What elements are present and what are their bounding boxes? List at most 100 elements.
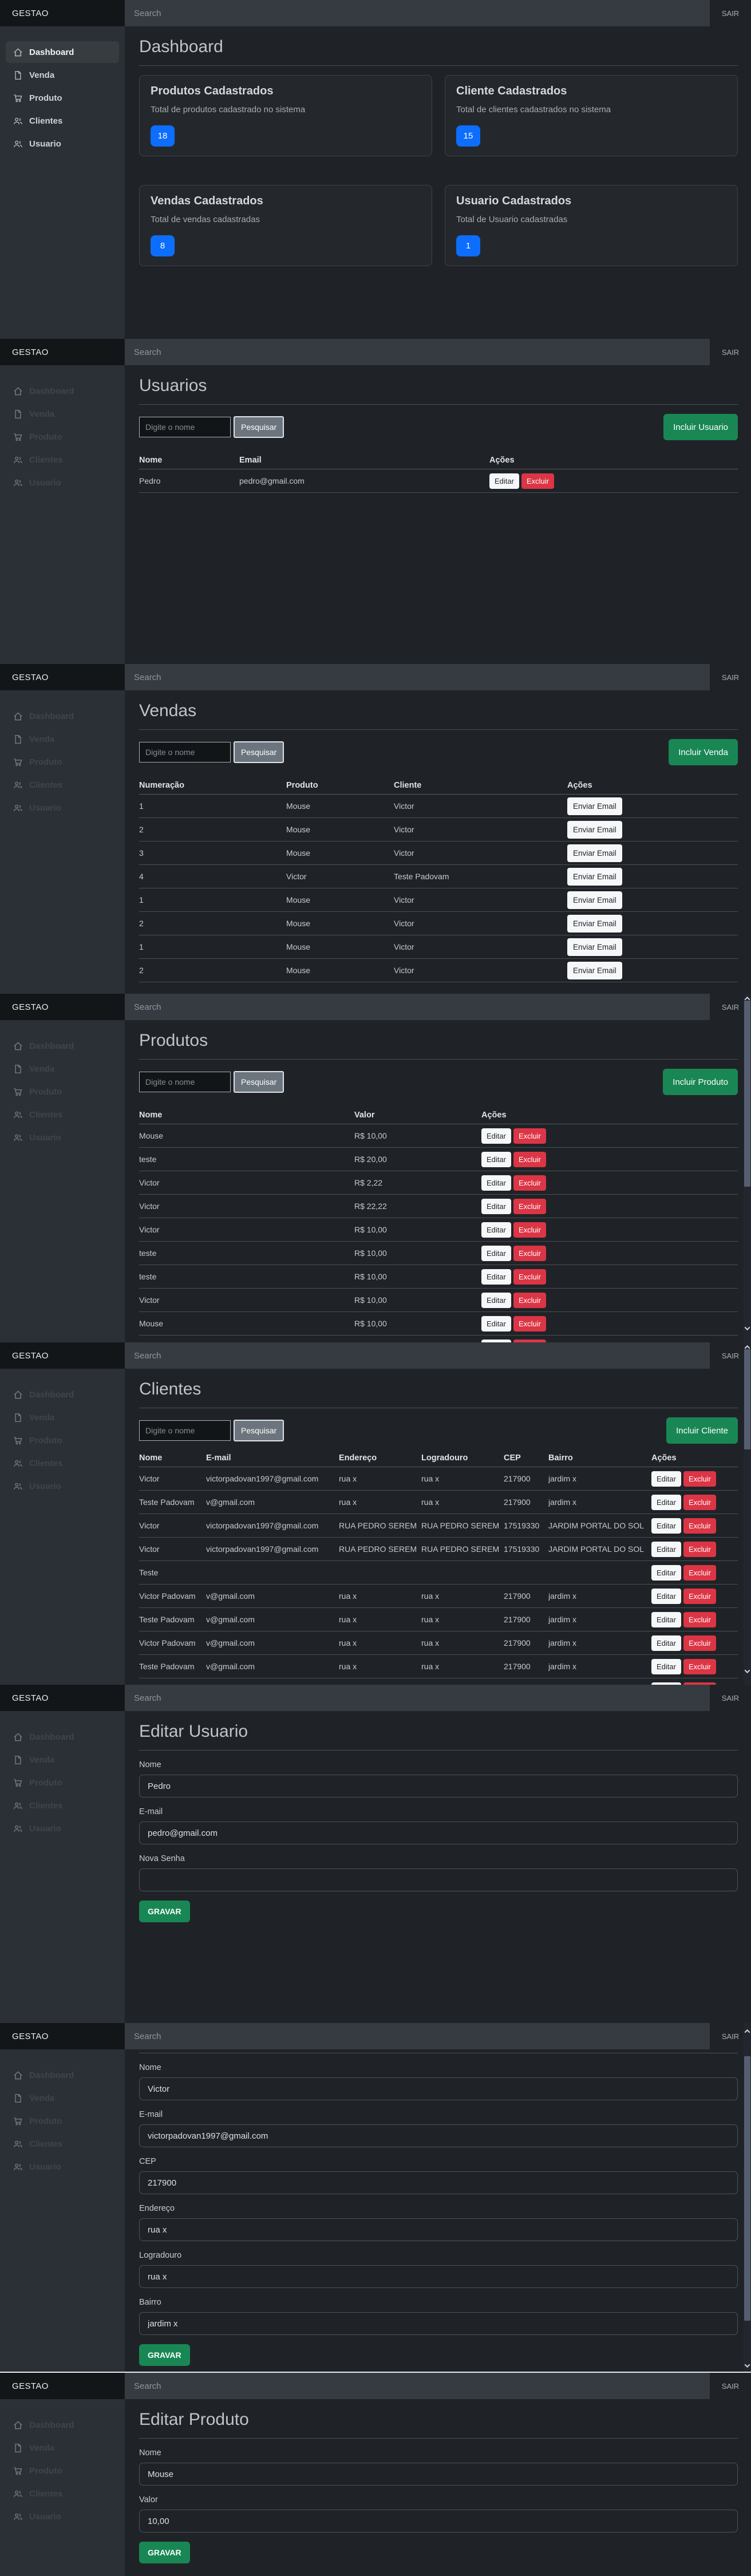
scrollbar[interactable] (744, 2023, 751, 2372)
editar-button[interactable]: Editar (651, 1518, 681, 1534)
editar-button[interactable]: Editar (489, 473, 519, 489)
editar-button[interactable]: Editar (651, 1564, 681, 1581)
excluir-button[interactable]: Excluir (683, 1635, 716, 1651)
excluir-button[interactable]: Excluir (683, 1658, 716, 1674)
name-filter-input[interactable] (139, 1420, 231, 1441)
sidebar-item-venda[interactable]: Venda (6, 1749, 119, 1771)
sidebar-item-produto[interactable]: Produto (6, 1772, 119, 1793)
enviar-email-button[interactable]: Enviar Email (567, 867, 622, 886)
excluir-button[interactable]: Excluir (683, 1682, 716, 1685)
scrollbar-thumb[interactable] (744, 1349, 750, 1449)
field-input[interactable] (139, 2077, 738, 2100)
sidebar-item-dashboard[interactable]: Dashboard (6, 1035, 119, 1057)
chevron-down-icon[interactable] (744, 2362, 751, 2369)
sidebar-item-clientes[interactable]: Clientes (6, 449, 119, 471)
sidebar-item-clientes[interactable]: Clientes (6, 110, 119, 132)
name-filter-input[interactable] (139, 1072, 231, 1092)
name-filter-input[interactable] (139, 742, 231, 762)
excluir-button[interactable]: Excluir (521, 473, 554, 489)
editar-button[interactable]: Editar (481, 1292, 511, 1308)
excluir-button[interactable]: Excluir (513, 1339, 546, 1342)
incluir-cliente-button[interactable]: Incluir Cliente (666, 1417, 738, 1444)
sidebar-item-venda[interactable]: Venda (6, 1406, 119, 1428)
sidebar-item-produto[interactable]: Produto (6, 426, 119, 448)
editar-button[interactable]: Editar (651, 1658, 681, 1674)
search-input[interactable] (125, 1692, 710, 1704)
excluir-button[interactable]: Excluir (513, 1175, 546, 1191)
sidebar-item-usuario[interactable]: Usuario (6, 472, 119, 493)
excluir-button[interactable]: Excluir (513, 1269, 546, 1285)
field-input[interactable] (139, 2265, 738, 2288)
editar-button[interactable]: Editar (481, 1222, 511, 1238)
scrollbar-thumb[interactable] (744, 2056, 750, 2321)
editar-button[interactable]: Editar (651, 1611, 681, 1627)
search-input[interactable] (125, 2380, 710, 2392)
scrollbar[interactable] (744, 994, 751, 1342)
excluir-button[interactable]: Excluir (683, 1494, 716, 1510)
sidebar-item-dashboard[interactable]: Dashboard (6, 1726, 119, 1748)
editar-button[interactable]: Editar (651, 1494, 681, 1510)
chevron-down-icon[interactable] (744, 1668, 751, 1675)
field-input[interactable] (139, 2312, 738, 2335)
editar-button[interactable]: Editar (651, 1541, 681, 1557)
enviar-email-button[interactable]: Enviar Email (567, 938, 622, 956)
sidebar-item-clientes[interactable]: Clientes (6, 2133, 119, 2155)
scrollbar-thumb[interactable] (744, 1001, 750, 1187)
chevron-down-icon[interactable] (744, 1325, 751, 1332)
gravar-button[interactable]: GRAVAR (139, 2344, 190, 2366)
editar-button[interactable]: Editar (481, 1198, 511, 1214)
sidebar-item-dashboard[interactable]: Dashboard (6, 41, 119, 63)
sidebar-item-clientes[interactable]: Clientes (6, 774, 119, 796)
pesquisar-button[interactable]: Pesquisar (234, 1071, 284, 1093)
gravar-button[interactable]: GRAVAR (139, 2542, 190, 2563)
search-input[interactable] (125, 1001, 710, 1013)
excluir-button[interactable]: Excluir (513, 1198, 546, 1214)
excluir-button[interactable]: Excluir (683, 1588, 716, 1604)
sidebar-item-clientes[interactable]: Clientes (6, 1795, 119, 1816)
editar-button[interactable]: Editar (651, 1682, 681, 1685)
sair-link[interactable]: SAIR (710, 339, 751, 365)
sair-link[interactable]: SAIR (710, 2373, 751, 2399)
sair-link[interactable]: SAIR (710, 1685, 751, 1711)
sidebar-item-usuario[interactable]: Usuario (6, 1475, 119, 1497)
scrollbar[interactable] (744, 1342, 751, 1685)
field-input[interactable] (139, 1822, 738, 1844)
incluir-venda-button[interactable]: Incluir Venda (669, 739, 738, 765)
search-input[interactable] (125, 2030, 710, 2042)
pesquisar-button[interactable]: Pesquisar (234, 741, 284, 763)
editar-button[interactable]: Editar (481, 1128, 511, 1144)
excluir-button[interactable]: Excluir (513, 1245, 546, 1261)
field-input[interactable] (139, 2510, 738, 2532)
editar-button[interactable]: Editar (481, 1269, 511, 1285)
enviar-email-button[interactable]: Enviar Email (567, 844, 622, 862)
field-input[interactable] (139, 1775, 738, 1797)
sidebar-item-venda[interactable]: Venda (6, 728, 119, 750)
enviar-email-button[interactable]: Enviar Email (567, 797, 622, 815)
editar-button[interactable]: Editar (481, 1151, 511, 1167)
sidebar-item-produto[interactable]: Produto (6, 1429, 119, 1451)
sair-link[interactable]: SAIR (710, 0, 751, 26)
field-input[interactable] (139, 2463, 738, 2486)
field-input[interactable] (139, 2218, 738, 2241)
enviar-email-button[interactable]: Enviar Email (567, 820, 622, 839)
enviar-email-button[interactable]: Enviar Email (567, 914, 622, 933)
gravar-button[interactable]: GRAVAR (139, 1901, 190, 1922)
sidebar-item-produto[interactable]: Produto (6, 2110, 119, 2132)
sair-link[interactable]: SAIR (710, 664, 751, 690)
enviar-email-button[interactable]: Enviar Email (567, 891, 622, 909)
search-input[interactable] (125, 7, 710, 19)
excluir-button[interactable]: Excluir (513, 1151, 546, 1167)
sidebar-item-usuario[interactable]: Usuario (6, 2156, 119, 2178)
incluir-usuario-button[interactable]: Incluir Usuario (663, 414, 738, 440)
editar-button[interactable]: Editar (651, 1471, 681, 1487)
excluir-button[interactable]: Excluir (683, 1564, 716, 1581)
excluir-button[interactable]: Excluir (683, 1541, 716, 1557)
sidebar-item-produto[interactable]: Produto (6, 87, 119, 109)
sidebar-item-clientes[interactable]: Clientes (6, 1452, 119, 1474)
excluir-button[interactable]: Excluir (513, 1222, 546, 1238)
sidebar-item-usuario[interactable]: Usuario (6, 1127, 119, 1148)
sidebar-item-produto[interactable]: Produto (6, 2460, 119, 2482)
sidebar-item-usuario[interactable]: Usuario (6, 1818, 119, 1839)
enviar-email-button[interactable]: Enviar Email (567, 961, 622, 979)
pesquisar-button[interactable]: Pesquisar (234, 416, 284, 438)
